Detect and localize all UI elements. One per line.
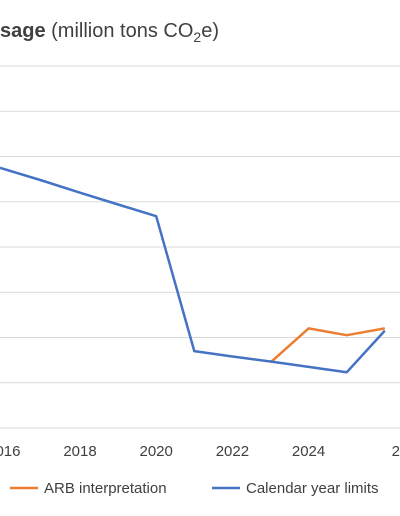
x-tick-label-2: 2020 bbox=[140, 443, 173, 460]
series-line-arb-interpretation bbox=[269, 327, 386, 364]
legend: ARB interpretation Calendar year limits bbox=[10, 480, 379, 497]
x-tick-label-0: 2016 bbox=[0, 443, 20, 460]
chart-title-suffix: e) bbox=[201, 20, 219, 42]
gridlines bbox=[0, 65, 400, 429]
chart-title-unit: (million tons CO bbox=[46, 20, 194, 42]
x-tick-label-1: 2018 bbox=[63, 443, 96, 460]
x-axis-ticks: 2016 2018 2020 2022 2024 2 bbox=[0, 443, 400, 460]
legend-label-arb-interpretation: ARB interpretation bbox=[44, 480, 167, 497]
x-tick-label-5: 2 bbox=[392, 443, 400, 460]
series-group bbox=[0, 166, 386, 374]
chart-title-bold: sage bbox=[0, 20, 46, 42]
x-tick-label-3: 2022 bbox=[216, 443, 249, 460]
x-tick-label-4: 2024 bbox=[292, 443, 325, 460]
chart-title-subscript: 2 bbox=[193, 29, 201, 45]
chart-title: sage (million tons CO2e) bbox=[0, 20, 219, 45]
series-line-calendar-year-limits bbox=[0, 166, 386, 374]
legend-label-calendar-year-limits: Calendar year limits bbox=[246, 480, 379, 497]
